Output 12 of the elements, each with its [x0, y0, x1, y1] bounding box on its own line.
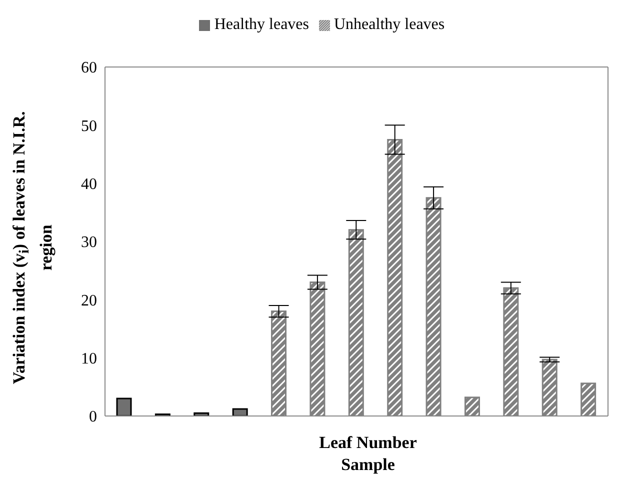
x-axis-title: Leaf Number Sample: [318, 432, 418, 476]
bar: [116, 398, 132, 416]
legend-label: Unhealthy leaves: [334, 16, 445, 33]
legend-label: Healthy leaves: [214, 16, 309, 33]
y-tick-label: 50: [81, 118, 97, 135]
y-tick-label: 0: [89, 408, 97, 426]
y-tick-label: 40: [81, 176, 97, 194]
y-tick-label: 30: [81, 234, 97, 252]
y-tick-label: 60: [81, 60, 97, 77]
y-tick-label: 10: [81, 350, 97, 368]
y-tick-label: 20: [81, 292, 97, 310]
bar: [232, 408, 248, 416]
